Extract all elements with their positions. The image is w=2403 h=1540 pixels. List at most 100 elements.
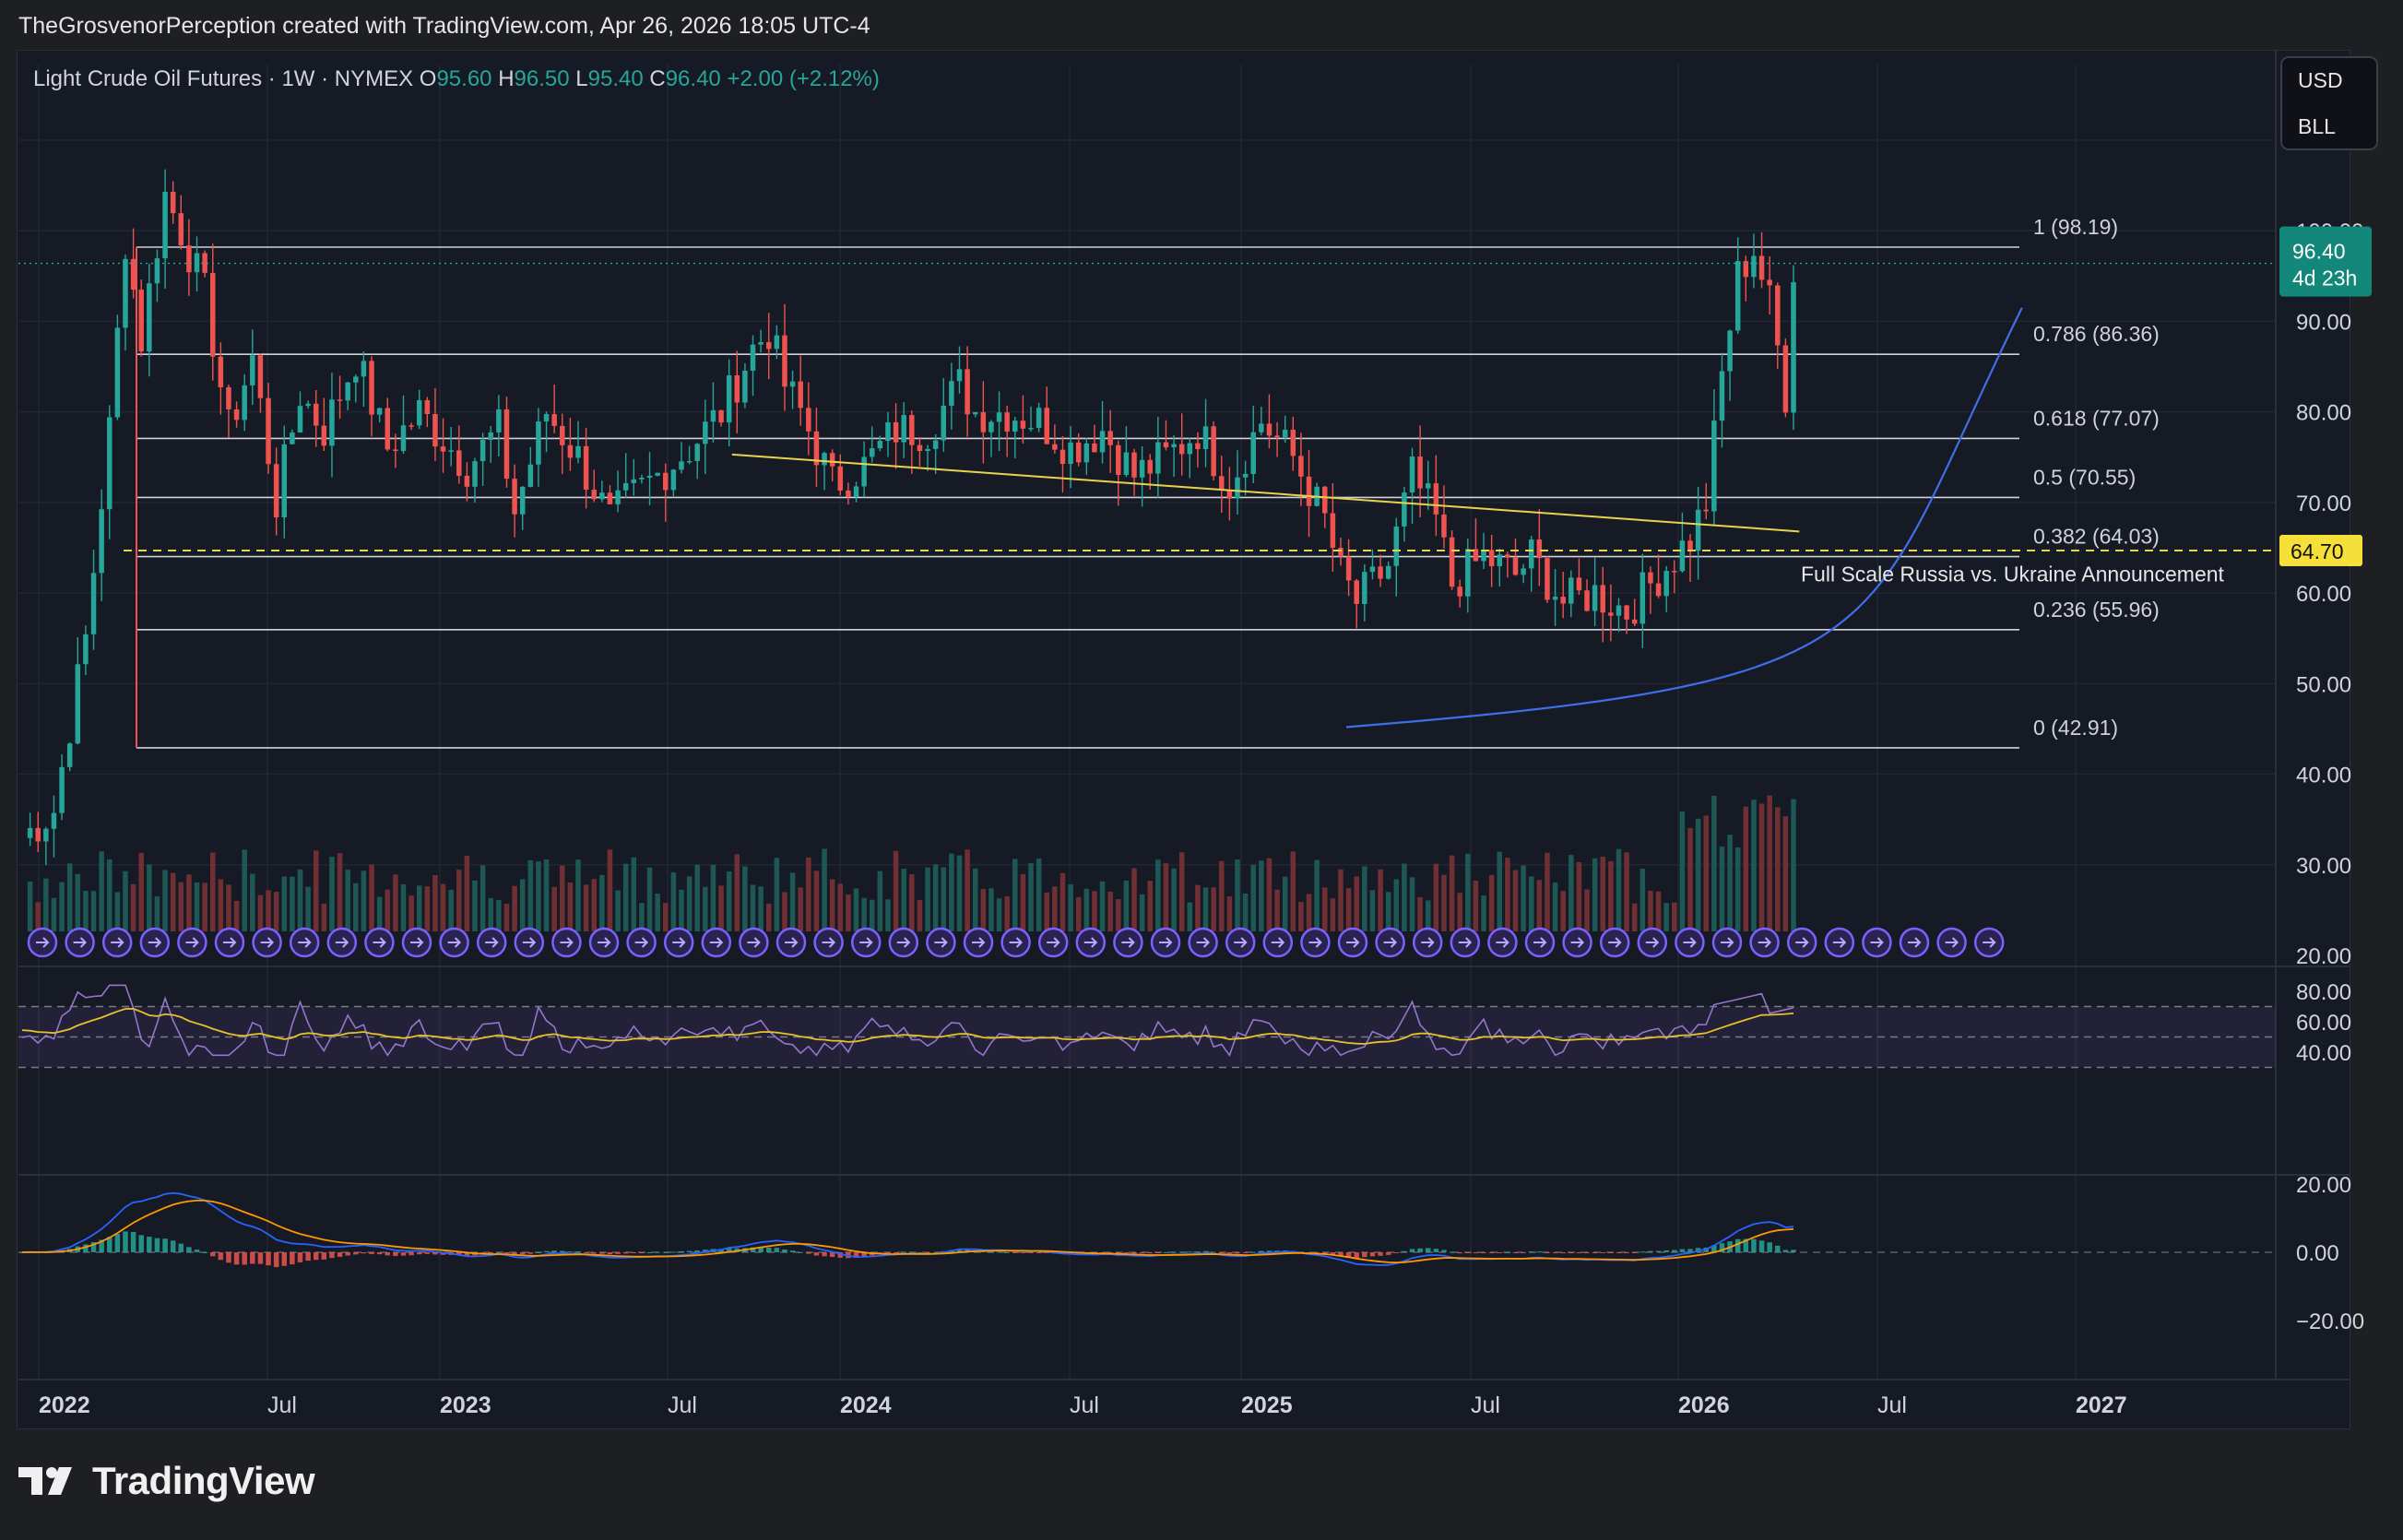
price-candle bbox=[472, 461, 478, 487]
price-candle bbox=[1028, 428, 1034, 430]
price-candle bbox=[43, 828, 49, 842]
volume-bar bbox=[1147, 881, 1153, 931]
macd-histogram-bar bbox=[703, 1250, 708, 1252]
volume-bar bbox=[1330, 898, 1336, 931]
volume-bar bbox=[1020, 873, 1026, 931]
price-candle bbox=[297, 406, 303, 432]
volume-bar bbox=[1497, 851, 1503, 931]
volume-bar bbox=[869, 899, 875, 931]
price-candle bbox=[1775, 285, 1781, 346]
chart-frame bbox=[17, 50, 2350, 1429]
price-candle bbox=[1338, 548, 1344, 557]
macd-histogram-bar bbox=[527, 1252, 534, 1254]
event-arrow-icon bbox=[260, 937, 275, 948]
volume-bar bbox=[679, 889, 684, 931]
macd-histogram-bar bbox=[1751, 1238, 1757, 1252]
volume-bar bbox=[59, 882, 65, 931]
macd-histogram-bar bbox=[639, 1252, 645, 1253]
volume-bar bbox=[1211, 887, 1216, 931]
rsi-axis-tick: 40.00 bbox=[2296, 1041, 2351, 1066]
macd-histogram-bar bbox=[1036, 1252, 1042, 1253]
event-arrow-icon bbox=[485, 937, 499, 948]
price-candle bbox=[1417, 456, 1423, 489]
price-candle bbox=[337, 399, 343, 401]
price-candle bbox=[583, 445, 589, 491]
price-candle bbox=[885, 421, 891, 442]
volume-bar bbox=[1171, 868, 1177, 931]
volume-bar bbox=[123, 871, 128, 931]
macd-histogram-bar bbox=[1592, 1252, 1598, 1253]
volume-bar bbox=[233, 900, 240, 931]
price-candle bbox=[305, 403, 311, 407]
price-axis-tick: 40.00 bbox=[2296, 764, 2351, 788]
macd-histogram-bar bbox=[1457, 1252, 1462, 1254]
volume-bar bbox=[543, 859, 550, 931]
volume-bar bbox=[1703, 815, 1709, 931]
price-candle bbox=[1624, 605, 1629, 620]
volume-bar bbox=[1679, 811, 1686, 931]
price-candle bbox=[734, 375, 740, 403]
volume-bar bbox=[257, 894, 264, 931]
low-value: 95.40 bbox=[588, 66, 650, 91]
price-candle bbox=[273, 464, 279, 518]
macd-histogram-bar bbox=[1004, 1251, 1010, 1253]
macd-histogram-bar bbox=[226, 1252, 231, 1263]
event-arrow-icon bbox=[1308, 937, 1322, 948]
volume-bar bbox=[1608, 860, 1614, 931]
volume-bar bbox=[519, 879, 526, 931]
price-candle bbox=[988, 421, 994, 432]
volume-bar bbox=[853, 888, 859, 931]
price-candle bbox=[107, 417, 112, 510]
macd-histogram-bar bbox=[1767, 1242, 1772, 1252]
price-candle bbox=[1354, 580, 1359, 604]
macd-histogram-bar bbox=[130, 1231, 136, 1252]
price-candle bbox=[1449, 537, 1455, 587]
volume-bar bbox=[1457, 893, 1462, 931]
event-arrow-icon bbox=[1121, 937, 1135, 948]
volume-bar bbox=[1099, 881, 1106, 931]
volume-bar bbox=[1600, 856, 1606, 931]
volume-bar bbox=[646, 867, 653, 931]
price-candle bbox=[202, 253, 207, 273]
event-arrow-icon bbox=[1795, 937, 1809, 948]
macd-histogram-bar bbox=[393, 1252, 398, 1257]
macd-histogram-bar bbox=[774, 1248, 780, 1252]
volume-bar bbox=[1631, 903, 1638, 931]
tradingview-brand-name: TradingView bbox=[92, 1459, 315, 1502]
volume-bar bbox=[1417, 896, 1423, 931]
volume-bar bbox=[726, 871, 732, 931]
event-arrow-icon bbox=[185, 937, 199, 948]
macd-histogram-bar bbox=[1608, 1252, 1614, 1253]
volume-bar bbox=[1123, 880, 1130, 931]
macd-histogram-bar bbox=[1719, 1243, 1725, 1252]
volume-bar bbox=[861, 897, 867, 931]
macd-histogram-bar bbox=[385, 1252, 391, 1256]
price-candle bbox=[209, 272, 216, 357]
volume-bar bbox=[885, 899, 891, 931]
volume-bar bbox=[1584, 889, 1590, 931]
tradingview-logo[interactable]: TradingView bbox=[18, 1459, 315, 1503]
event-arrow-icon bbox=[73, 937, 88, 948]
macd-histogram-bar bbox=[202, 1251, 207, 1253]
price-candle bbox=[765, 341, 772, 349]
volume-bars bbox=[27, 795, 1796, 931]
price-candle bbox=[27, 827, 33, 838]
volume-bar bbox=[1036, 859, 1042, 931]
price-candles bbox=[27, 169, 1796, 865]
price-candle bbox=[408, 425, 414, 427]
rsi-axis-tick: 60.00 bbox=[2296, 1011, 2351, 1036]
volume-bar bbox=[385, 889, 391, 931]
event-arrow-icon bbox=[972, 937, 986, 948]
macd-histogram-bar bbox=[1616, 1252, 1622, 1253]
macd-histogram-bar bbox=[758, 1247, 764, 1252]
event-arrow-icon bbox=[822, 937, 836, 948]
currency-unit-selector[interactable]: USD BLL bbox=[2280, 56, 2378, 150]
macd-histogram-bar bbox=[1497, 1252, 1503, 1253]
fib-level-label: 0.382 (64.03) bbox=[2033, 525, 2160, 549]
volume-bar bbox=[147, 864, 152, 931]
volume-bar bbox=[472, 880, 478, 931]
price-axis-tick: 30.00 bbox=[2296, 854, 2351, 879]
macd-histogram-bar bbox=[694, 1250, 700, 1252]
volume-bar bbox=[1425, 900, 1431, 931]
volume-bar bbox=[567, 882, 574, 931]
